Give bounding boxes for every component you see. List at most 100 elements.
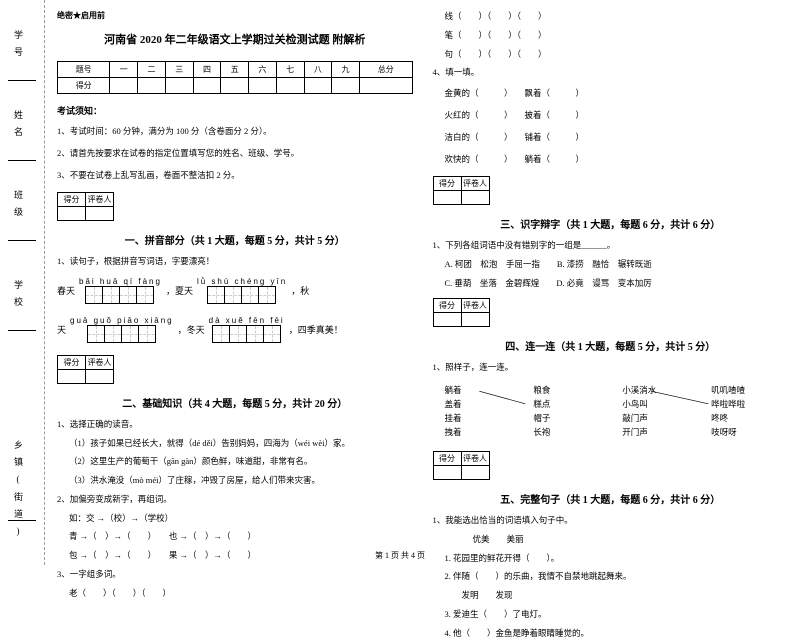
scorer-person: 评卷人 (86, 355, 114, 369)
conn-cell: 粮食 (533, 384, 610, 396)
margin-xingming: 姓名 (12, 110, 25, 144)
pinyin: lǜ shù chéng yīn (197, 277, 287, 286)
th: 七 (276, 62, 304, 78)
td-label: 得分 (58, 78, 110, 94)
conn-cell: 咚咚 (711, 412, 788, 424)
q-item: （2）这里生产的葡萄干（gān gàn）颜色鲜，味道甜，非常有名。 (69, 455, 413, 468)
q-item: 发明 发现 (445, 589, 789, 602)
binding-margin: 学号 姓名 班级 学校 乡镇(街道) (0, 0, 45, 565)
pair-r: 躺着（ ） (525, 153, 585, 165)
char-cell (138, 325, 156, 343)
td (110, 78, 138, 94)
char-cell (119, 286, 137, 304)
char-cell (246, 325, 264, 343)
opt: C. 垂葫 坐落 金碧辉煌 D. 必竟 谩骂 变本加厉 (445, 277, 789, 290)
pinyin: bǎi huā qí fàng (79, 277, 162, 286)
scorer-person: 评卷人 (461, 452, 489, 466)
q-item: 老（ ）（ ）（ ） (69, 587, 413, 600)
td (304, 78, 332, 94)
section-1-title: 一、拼音部分（共 1 大题，每题 5 分，共计 5 分） (57, 232, 413, 247)
conn-cell: 吱呀呀 (711, 426, 788, 438)
char-cell (136, 286, 154, 304)
char-cell (87, 325, 105, 343)
scorer-score: 得分 (58, 355, 86, 369)
content-columns: 绝密★启用前 河南省 2020 年二年级语文上学期过关检测试题 附解析 题号 一… (45, 0, 800, 565)
q-text: 1、照样子，连一连。 (433, 361, 789, 374)
scorer-score: 得分 (433, 177, 461, 191)
secret-label: 绝密★启用前 (57, 10, 413, 21)
conn-cell: 躺着 (445, 384, 522, 396)
char-cell (258, 286, 276, 304)
pinyin-row-1: 春天 bǎi huā qí fàng ，夏天 lǜ shù chéng yīn … (57, 277, 413, 304)
char-grid (213, 325, 281, 343)
q-item: 如：交 →（校）→（学校） (69, 512, 413, 525)
pair-r: 披着（ ） (525, 109, 585, 121)
conn-cell: 挂着 (445, 412, 522, 424)
pinyin-block: lǜ shù chéng yīn (197, 277, 287, 304)
exam-title: 河南省 2020 年二年级语文上学期过关检测试题 附解析 (57, 31, 413, 47)
section-5-title: 五、完整句子（共 1 大题，每题 6 分，共计 6 分） (433, 491, 789, 506)
td (332, 78, 360, 94)
pair-r: 飘着（ ） (525, 87, 585, 99)
char-cell (85, 286, 103, 304)
q-item: 线（ ）（ ）（ ） (445, 10, 789, 23)
left-column: 绝密★启用前 河南省 2020 年二年级语文上学期过关检测试题 附解析 题号 一… (57, 10, 413, 565)
q-item: 包 →（ ）→（ ） 果 →（ ）→（ ） (69, 549, 413, 562)
pinyin: dà xuě fēn fēi (209, 316, 285, 325)
pinyin-block: dà xuě fēn fēi (209, 316, 285, 343)
th: 八 (304, 62, 332, 78)
q-item: 2. 伴随（ ）的乐曲，我情不自禁地跳起舞来。 (445, 570, 789, 583)
q-text: 1、下列各组词语中没有错别字的一组是______。 (433, 239, 789, 252)
margin-xuehao: 学号 (12, 30, 25, 64)
notice-head: 考试须知： (57, 104, 413, 117)
q-text: 1、我能选出恰当的词语填入句子中。 (433, 514, 789, 527)
td (58, 207, 86, 221)
conn-cell: 叽叽喳喳 (711, 384, 788, 396)
notice-item: 3、不要在试卷上乱写乱画，卷面不整洁扣 2 分。 (57, 169, 413, 181)
th: 三 (165, 62, 193, 78)
conn-cell: 哗啦哗啦 (711, 398, 788, 410)
conn-cell: 小鸟叫 (622, 398, 699, 410)
pair-l: 金黄的（ ） (445, 87, 513, 99)
section-2-title: 二、基础知识（共 4 大题，每题 5 分，共计 20 分） (57, 395, 413, 410)
fill-row: 洁白的（ ）铺着（ ） (445, 131, 789, 143)
th: 五 (221, 62, 249, 78)
td (86, 207, 114, 221)
score-table: 题号 一 二 三 四 五 六 七 八 九 总分 得分 (57, 61, 413, 94)
scorer-box: 得分评卷人 (433, 451, 789, 480)
scorer-score: 得分 (58, 193, 86, 207)
pair-l: 火红的（ ） (445, 109, 513, 121)
th: 九 (332, 62, 360, 78)
char-cell (104, 325, 122, 343)
opt: A. 柯团 松泡 手屈一指 B. 漆捞 融恰 辗转既逝 (445, 258, 789, 271)
char-cell (241, 286, 259, 304)
conn-cell: 敲门声 (622, 412, 699, 424)
scorer-box: 得分评卷人 (57, 192, 413, 221)
conn-cell: 糕点 (533, 398, 610, 410)
td (58, 369, 86, 383)
section-3-title: 三、识字辩字（共 1 大题，每题 6 分，共计 6 分） (433, 216, 789, 231)
pair-l: 欢快的（ ） (445, 153, 513, 165)
char-grid (88, 325, 156, 343)
text: ，冬天 (178, 323, 205, 336)
conn-cell: 帽子 (533, 412, 610, 424)
right-column: 线（ ）（ ）（ ） 笔（ ）（ ）（ ） 句（ ）（ ）（ ） 4、填一填。 … (433, 10, 789, 565)
q-text: 2、加偏旁变成新字，再组词。 (57, 493, 413, 506)
connect-table: 躺着 粮食 小溪淌水 叽叽喳喳 盖着 糕点 小鸟叫 哗啦哗啦 挂着 帽子 敲门声… (445, 384, 789, 438)
margin-line (8, 520, 36, 521)
scorer-box: 得分评卷人 (433, 176, 789, 205)
fill-row: 火红的（ ） 披着（ ） (445, 109, 789, 121)
td (249, 78, 277, 94)
td (461, 466, 489, 480)
margin-line (8, 160, 36, 161)
scorer-box: 得分评卷人 (57, 355, 413, 384)
th: 六 (249, 62, 277, 78)
word-bank: 优美 美丽 (473, 533, 789, 546)
text: 春天 (57, 284, 75, 297)
margin-xiangzhen: 乡镇(街道) (12, 440, 25, 544)
table-row: 得分 (58, 78, 413, 94)
text: 天 (57, 323, 66, 336)
q-item: （3）洪水淹没（mò méi）了庄稼，冲毁了房屋，给人们带来灾害。 (69, 474, 413, 487)
q-item: 3. 爱迪生（ ）了电灯。 (445, 608, 789, 621)
td (461, 191, 489, 205)
